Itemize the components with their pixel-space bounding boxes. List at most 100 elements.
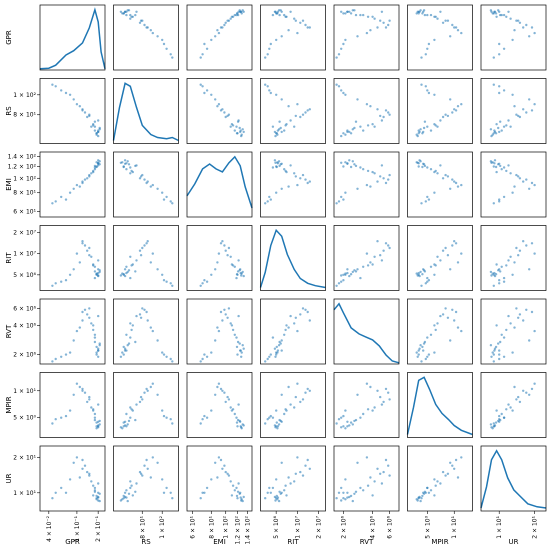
scatter-point bbox=[376, 26, 379, 29]
cell-frame bbox=[113, 78, 179, 144]
scatter-point bbox=[203, 42, 206, 46]
scatter-point bbox=[119, 10, 123, 13]
scatter-point bbox=[490, 355, 493, 358]
scatter-point bbox=[517, 316, 520, 319]
scatter-point bbox=[356, 268, 359, 271]
x-tick-label: 2 × 10⁶ bbox=[340, 515, 347, 538]
scatter-point bbox=[83, 308, 87, 311]
scatter-point bbox=[497, 126, 500, 130]
scatter-point bbox=[271, 166, 275, 169]
scatter-point bbox=[344, 161, 347, 164]
cell-frame bbox=[39, 4, 106, 71]
y-tick-label: 1 × 10⁷ bbox=[13, 251, 36, 258]
scatter-point bbox=[417, 162, 420, 165]
scatter-point bbox=[162, 198, 166, 201]
scatter-point bbox=[417, 349, 420, 352]
scatter-point bbox=[78, 326, 82, 329]
scatter-point bbox=[376, 467, 379, 470]
scatter-point bbox=[308, 467, 311, 470]
scatter-point bbox=[304, 391, 307, 394]
scatter-point bbox=[420, 56, 423, 59]
scatter-point bbox=[83, 178, 87, 181]
scatter-point bbox=[214, 98, 217, 101]
scatter-point bbox=[97, 119, 100, 122]
scatter-point bbox=[125, 10, 128, 13]
scatter-point bbox=[344, 133, 347, 136]
scatter-point bbox=[518, 313, 522, 316]
x-axis-label: RVT bbox=[360, 538, 374, 546]
scatter-point bbox=[141, 307, 144, 310]
scatter-point bbox=[449, 35, 452, 38]
scatter-point bbox=[51, 83, 54, 86]
scatter-point bbox=[446, 254, 450, 257]
scatter-point bbox=[219, 458, 223, 462]
cell-frame bbox=[113, 298, 179, 365]
scatter-point bbox=[92, 328, 95, 332]
scatter-point bbox=[349, 132, 353, 135]
cell-frame bbox=[113, 151, 179, 218]
scatter-point bbox=[280, 187, 283, 190]
scatter-point bbox=[135, 314, 138, 318]
scatter-point bbox=[226, 114, 229, 118]
scatter-point bbox=[491, 351, 494, 354]
cell-frame bbox=[260, 372, 326, 438]
scatter-point bbox=[216, 261, 219, 264]
scatter-point bbox=[226, 19, 229, 22]
scatter-point bbox=[306, 26, 309, 29]
scatter-point bbox=[123, 159, 127, 162]
scatter-point bbox=[294, 114, 297, 118]
scatter-point bbox=[122, 12, 125, 15]
scatter-point bbox=[387, 178, 390, 181]
scatter-point bbox=[353, 492, 356, 495]
scatter-point bbox=[217, 31, 221, 35]
scatter-point bbox=[299, 313, 302, 316]
scatter-point bbox=[342, 132, 345, 135]
scatter-point bbox=[346, 496, 349, 499]
scatter-point bbox=[223, 391, 226, 394]
scatter-point bbox=[98, 492, 101, 495]
scatter-point bbox=[275, 165, 278, 169]
scatter-point bbox=[365, 103, 369, 106]
cell-frame bbox=[186, 372, 253, 438]
scatter-point bbox=[161, 409, 164, 412]
scatter-point bbox=[344, 409, 347, 412]
scatter-point bbox=[301, 113, 305, 116]
scatter-point bbox=[289, 10, 292, 13]
scatter-point bbox=[371, 494, 374, 497]
scatter-point bbox=[434, 169, 437, 173]
scatter-point bbox=[301, 19, 305, 22]
scatter-point bbox=[146, 389, 149, 392]
scatter-point bbox=[51, 422, 54, 425]
scatter-point bbox=[269, 198, 272, 201]
scatter-point bbox=[169, 53, 172, 56]
scatter-point bbox=[119, 355, 123, 358]
scatter-point bbox=[92, 169, 95, 173]
scatter-point bbox=[415, 351, 418, 354]
scatter-point bbox=[369, 29, 372, 32]
scatter-point bbox=[498, 414, 501, 418]
scatter-point bbox=[423, 490, 427, 493]
scatter-point bbox=[146, 319, 149, 322]
scatter-point bbox=[280, 393, 283, 396]
cell-frame bbox=[333, 298, 400, 365]
scatter-point bbox=[88, 246, 91, 250]
scatter-point bbox=[446, 114, 450, 118]
scatter-point bbox=[419, 344, 422, 347]
scatter-point bbox=[72, 393, 75, 396]
scatter-point bbox=[238, 492, 241, 495]
scatter-point bbox=[387, 111, 390, 114]
scatter-point bbox=[75, 252, 79, 255]
scatter-point bbox=[289, 119, 292, 122]
scatter-point bbox=[283, 489, 286, 492]
scatter-point bbox=[434, 484, 437, 487]
scatter-point bbox=[359, 416, 362, 419]
x-tick-label: 1.2 × 10² bbox=[235, 515, 242, 544]
scatter-point bbox=[129, 255, 132, 258]
scatter-point bbox=[276, 129, 280, 132]
scatter-point bbox=[500, 129, 503, 132]
scatter-point bbox=[456, 29, 460, 32]
scatter-point bbox=[130, 328, 133, 332]
scatter-point bbox=[271, 13, 275, 17]
scatter-point bbox=[81, 389, 84, 392]
scatter-point bbox=[365, 382, 369, 385]
